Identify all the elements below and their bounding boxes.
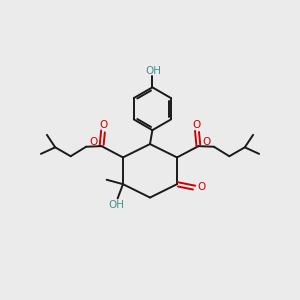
Text: O: O [100, 120, 108, 130]
Text: O: O [202, 137, 211, 147]
Text: OH: OH [145, 66, 161, 76]
Text: O: O [197, 182, 206, 192]
Text: O: O [89, 137, 98, 147]
Text: O: O [192, 120, 200, 130]
Text: OH: OH [108, 200, 124, 210]
